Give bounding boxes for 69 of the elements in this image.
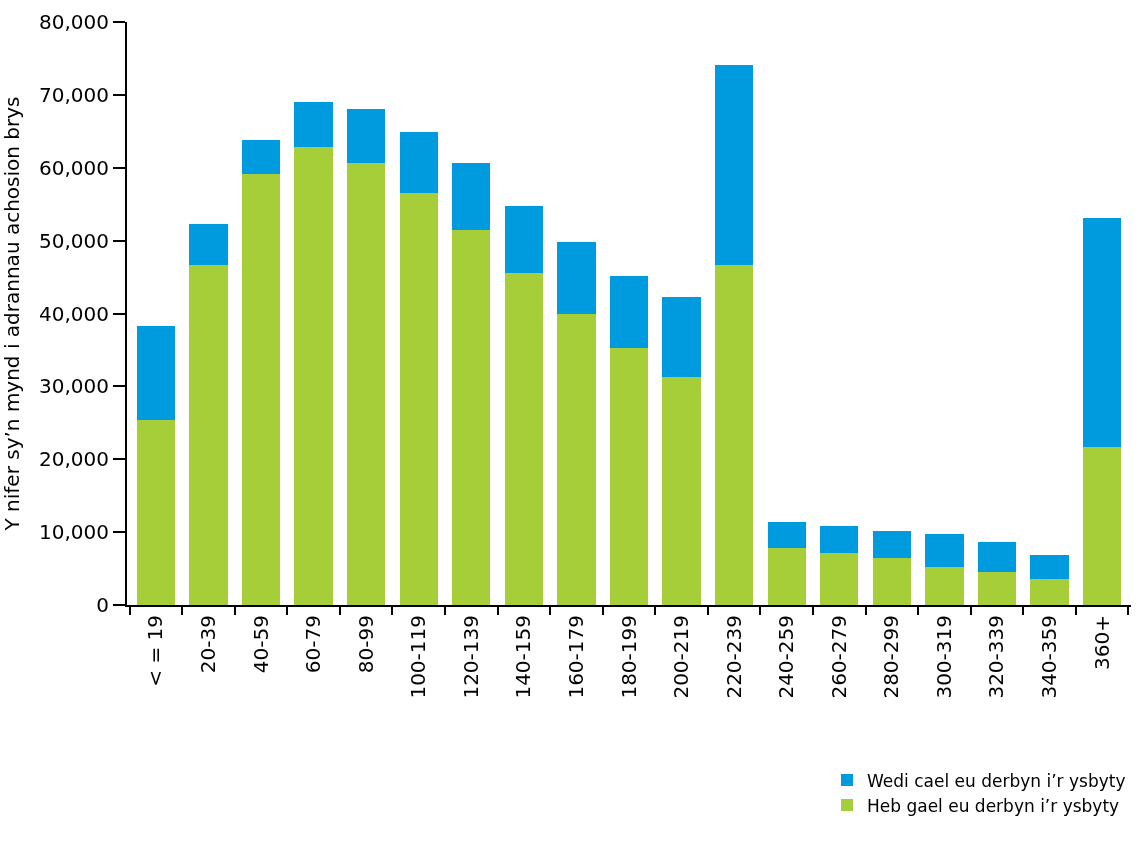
bar	[452, 229, 491, 605]
x-tick-label: 360+	[1089, 615, 1114, 670]
bar	[714, 65, 754, 265]
bar	[346, 163, 386, 605]
x-tick-label: 200-219	[669, 615, 694, 699]
x-tick-label: 300-319	[931, 615, 956, 699]
bar	[241, 174, 281, 605]
x-tick-label: < = 19	[143, 615, 168, 687]
x-tick-label: 20-39	[195, 615, 220, 674]
bar	[767, 548, 806, 605]
x-tick-label: 280-299	[879, 615, 904, 699]
y-tick-label: 70,000	[39, 82, 109, 107]
bar	[609, 348, 649, 605]
bar	[557, 242, 596, 315]
bar	[1030, 579, 1069, 605]
y-axis-title: Y nifer sy’n mynd i adrannau achosion brys	[0, 96, 24, 532]
y-tick-label: 30,000	[39, 374, 109, 399]
bar	[1082, 218, 1122, 447]
y-tick-label: 0	[96, 593, 109, 617]
x-tick-label: 340-359	[1037, 615, 1062, 699]
x-tick-label: 120-139	[458, 615, 483, 699]
x-tick-label: 160-179	[563, 615, 588, 699]
bar	[189, 264, 228, 605]
y-tick-label: 60,000	[39, 155, 109, 180]
bar	[925, 534, 964, 568]
bar	[136, 419, 176, 605]
bar	[1030, 554, 1069, 580]
x-tick-label: 260-279	[826, 615, 851, 699]
bar	[452, 163, 491, 230]
bar	[609, 275, 649, 349]
y-tick-label: 20,000	[39, 447, 109, 472]
bar	[820, 553, 859, 605]
bar	[1082, 446, 1122, 605]
legend-label: Wedi cael eu derbyn i’r ysbyty	[867, 770, 1126, 791]
bar	[767, 521, 806, 549]
bar	[189, 223, 228, 265]
bar	[925, 567, 964, 605]
bar	[977, 572, 1017, 605]
x-tick-label: 220-239	[721, 615, 746, 699]
bar	[294, 147, 333, 605]
x-tick-label: 60-79	[301, 615, 326, 674]
bar	[820, 526, 859, 554]
y-tick-label: 80,000	[39, 10, 109, 34]
y-tick-label: 50,000	[39, 228, 109, 253]
x-tick-label: 320-339	[984, 615, 1009, 699]
bar	[872, 531, 912, 559]
x-tick-label: 140-159	[511, 615, 536, 699]
x-tick-label: 100-119	[406, 615, 431, 699]
bar	[399, 132, 438, 194]
bar	[872, 558, 912, 605]
bar	[662, 296, 701, 377]
bar	[977, 542, 1017, 573]
bar	[241, 140, 281, 175]
bar	[346, 109, 386, 164]
x-tick-label: 180-199	[616, 615, 641, 699]
bar	[662, 376, 701, 605]
bar	[714, 264, 754, 605]
bar	[557, 314, 596, 605]
bar	[399, 193, 438, 605]
x-tick-label: 240-259	[774, 615, 799, 699]
bar	[294, 102, 333, 148]
bar	[136, 325, 176, 420]
y-tick-label: 10,000	[39, 520, 109, 545]
legend-label: Heb gael eu derbyn i’r ysbyty	[867, 795, 1120, 816]
x-tick-label: 40-59	[248, 615, 273, 674]
bar	[504, 206, 544, 273]
y-tick-label: 40,000	[39, 301, 109, 326]
bar	[504, 272, 544, 605]
x-tick-label: 80-99	[353, 615, 378, 674]
